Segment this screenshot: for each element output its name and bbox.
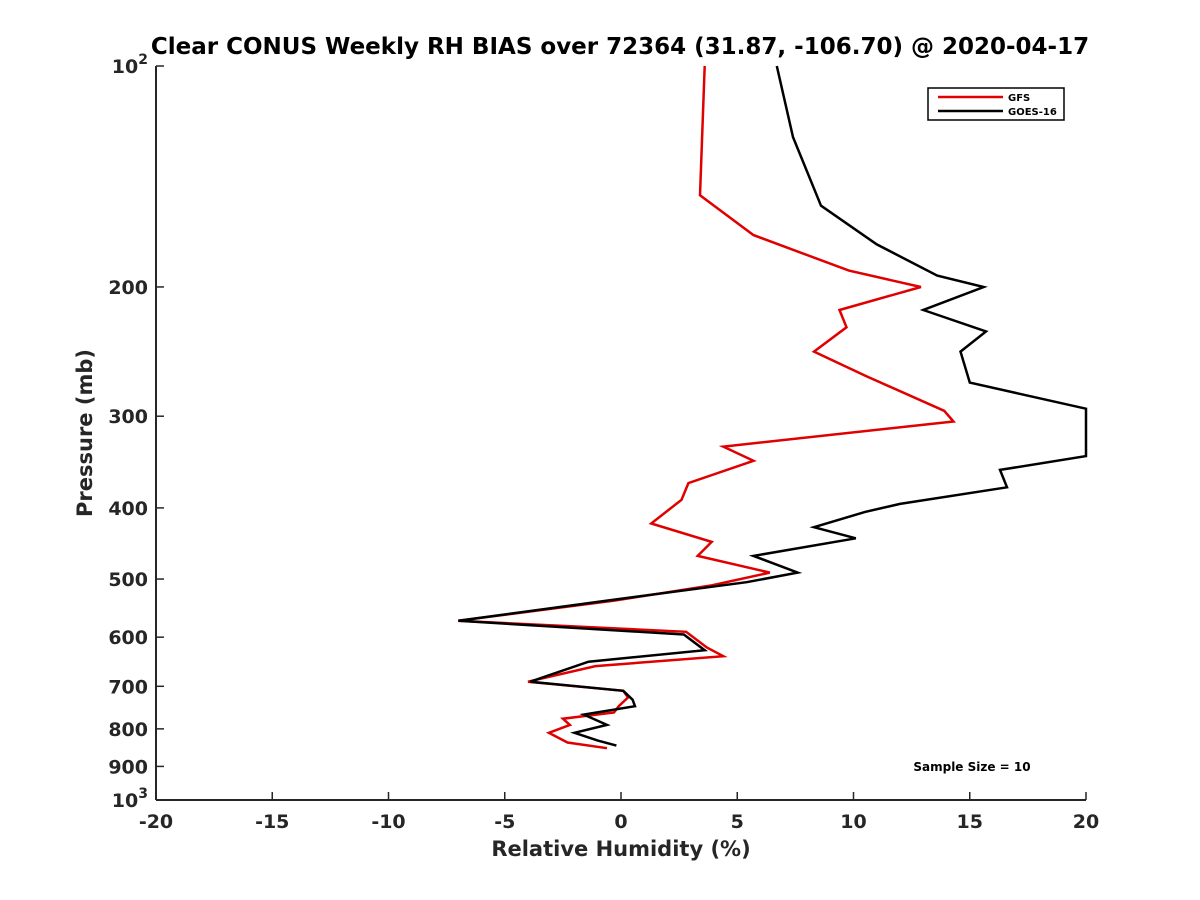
legend: GFS GOES-16 (927, 87, 1065, 121)
y-tick-label-400: 400 (108, 498, 148, 520)
y-tick-label-100: 102 (112, 52, 148, 78)
y-tick-label-900: 900 (108, 756, 148, 778)
x-tick-label-20: 20 (1073, 811, 1099, 833)
chart-title: Clear CONUS Weekly RH BIAS over 72364 (3… (151, 34, 1089, 60)
y-tick-label-500: 500 (108, 569, 148, 591)
legend-label-gfs: GFS (1008, 93, 1030, 104)
series-lines (458, 65, 1088, 750)
x-tick-label-15: 15 (957, 811, 983, 833)
series-line-gfs (458, 65, 957, 750)
sample-size-annotation: Sample Size = 10 (913, 760, 1030, 774)
y-axis-ticks: 102 200 300 400 500 600 700 800 900 103 (108, 52, 164, 812)
y-tick-label-1000: 103 (112, 786, 148, 812)
y-axis-label: Pressure (mb) (73, 349, 97, 517)
x-tick-label-5: -5 (494, 811, 515, 833)
x-tick-label-10: -10 (371, 811, 405, 833)
x-tick-label-15: -15 (255, 811, 289, 833)
y-tick-label-700: 700 (108, 676, 148, 698)
x-tick-label-0: 0 (614, 811, 627, 833)
x-tick-label-20: -20 (139, 811, 173, 833)
legend-label-goes-16: GOES-16 (1008, 107, 1057, 118)
y-tick-label-600: 600 (108, 627, 148, 649)
y-tick-label-200: 200 (108, 277, 148, 299)
x-axis-ticks: -20 -15 -10 -5 0 5 10 15 20 (139, 792, 1099, 833)
x-tick-label-10: 10 (840, 811, 866, 833)
x-tick-label-5: 5 (731, 811, 744, 833)
y-tick-label-800: 800 (108, 719, 148, 741)
legend-box (927, 87, 1065, 121)
x-axis-label: Relative Humidity (%) (491, 837, 750, 861)
y-tick-label-300: 300 (108, 406, 148, 428)
